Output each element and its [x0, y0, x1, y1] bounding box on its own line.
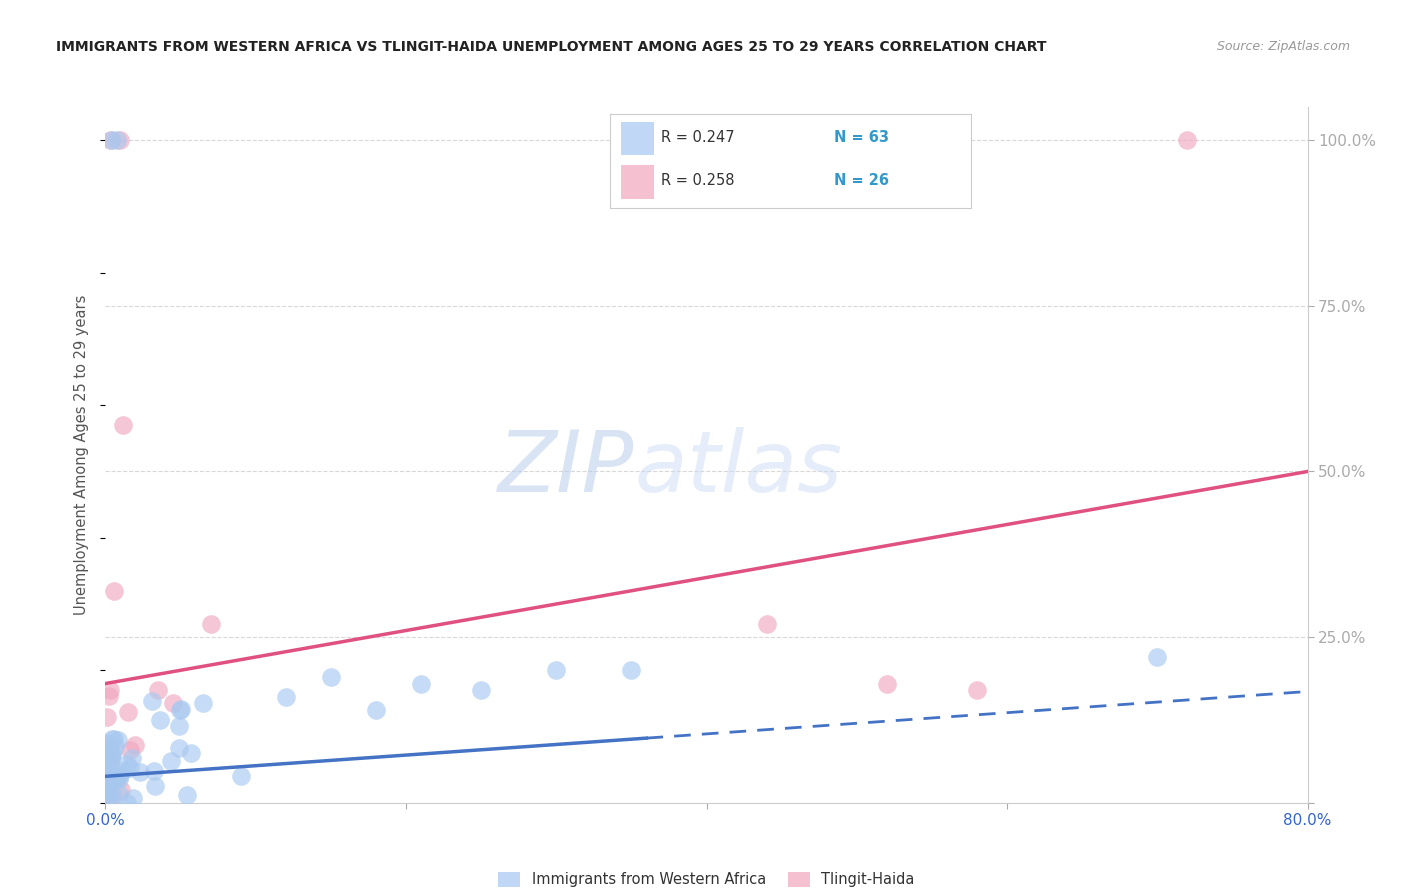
Point — [100, 764, 122, 779]
Point — [98, 690, 121, 704]
Point — [110, 783, 132, 797]
Point — [105, 771, 128, 785]
Point — [97, 768, 120, 782]
Point — [755, 616, 778, 631]
Point — [364, 703, 387, 717]
Point — [167, 740, 190, 755]
Point — [111, 764, 134, 778]
Point — [169, 703, 191, 717]
Point — [97, 784, 120, 798]
Point — [98, 754, 121, 768]
Point — [118, 743, 141, 757]
Point — [112, 418, 135, 433]
Point — [409, 676, 432, 690]
Point — [101, 748, 124, 763]
Point — [1175, 133, 1198, 147]
Point — [546, 663, 568, 677]
Point — [97, 792, 120, 806]
Text: atlas: atlas — [634, 427, 842, 510]
Point — [115, 796, 138, 810]
Point — [107, 787, 129, 801]
Point — [108, 767, 131, 781]
Point — [104, 768, 127, 782]
Point — [103, 732, 125, 747]
Point — [100, 765, 122, 780]
Point — [96, 780, 118, 795]
Point — [96, 739, 118, 754]
Point — [107, 733, 129, 747]
Point — [229, 769, 252, 783]
Point — [97, 776, 120, 790]
Point — [149, 713, 172, 727]
Point — [100, 752, 122, 766]
Point — [1146, 650, 1168, 665]
Point — [98, 775, 121, 789]
Point — [143, 779, 166, 793]
Point — [96, 765, 118, 780]
Point — [103, 583, 125, 598]
Point — [100, 768, 122, 782]
Point — [97, 789, 120, 804]
Point — [470, 683, 492, 698]
Point — [146, 683, 169, 698]
Point — [101, 775, 124, 789]
Point — [160, 755, 183, 769]
Point — [100, 748, 122, 763]
Point — [143, 764, 166, 778]
Point — [100, 133, 122, 147]
Point — [96, 761, 118, 775]
Point — [191, 697, 214, 711]
Point — [110, 133, 132, 147]
Point — [100, 790, 122, 805]
Point — [96, 777, 118, 791]
Legend: Immigrants from Western Africa, Tlingit-Haida: Immigrants from Western Africa, Tlingit-… — [492, 866, 921, 892]
Point — [103, 773, 125, 788]
Text: IMMIGRANTS FROM WESTERN AFRICA VS TLINGIT-HAIDA UNEMPLOYMENT AMONG AGES 25 TO 29: IMMIGRANTS FROM WESTERN AFRICA VS TLINGI… — [56, 40, 1046, 54]
Point — [117, 705, 139, 719]
Point — [319, 670, 342, 684]
Point — [124, 739, 146, 753]
Point — [96, 710, 118, 724]
Text: Source: ZipAtlas.com: Source: ZipAtlas.com — [1216, 40, 1350, 54]
Y-axis label: Unemployment Among Ages 25 to 29 years: Unemployment Among Ages 25 to 29 years — [75, 294, 90, 615]
Point — [115, 756, 138, 771]
Point — [876, 676, 898, 690]
Point — [104, 739, 127, 754]
Point — [97, 742, 120, 756]
Point — [274, 690, 297, 704]
Point — [107, 133, 129, 147]
Point — [128, 765, 150, 780]
Point — [966, 683, 988, 698]
Point — [620, 663, 643, 677]
Text: ZIP: ZIP — [498, 427, 634, 510]
Point — [98, 754, 121, 768]
Point — [96, 736, 118, 750]
Point — [98, 683, 121, 698]
Point — [176, 788, 198, 802]
Point — [97, 772, 120, 787]
Point — [162, 697, 184, 711]
Point — [200, 616, 222, 631]
Point — [98, 747, 121, 761]
Point — [121, 750, 143, 764]
Point — [167, 719, 190, 733]
Point — [100, 133, 122, 147]
Point — [180, 746, 202, 760]
Point — [101, 774, 124, 789]
Point — [97, 772, 120, 786]
Point — [169, 701, 191, 715]
Point — [122, 791, 145, 805]
Point — [108, 772, 131, 787]
Point — [98, 791, 121, 805]
Point — [101, 731, 124, 746]
Point — [96, 749, 118, 764]
Point — [100, 747, 122, 761]
Point — [100, 787, 122, 801]
Point — [118, 761, 141, 775]
Point — [141, 694, 163, 708]
